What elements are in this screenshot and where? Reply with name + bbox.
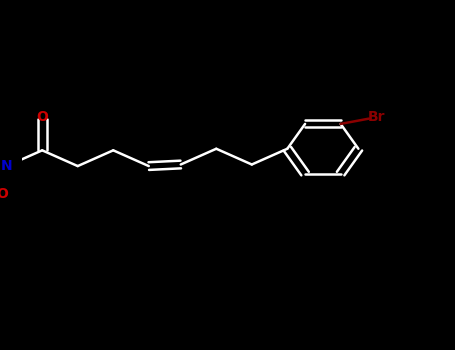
Text: O: O xyxy=(36,110,48,124)
Text: N: N xyxy=(1,159,12,173)
Text: O: O xyxy=(0,187,8,201)
Text: Br: Br xyxy=(368,110,385,124)
